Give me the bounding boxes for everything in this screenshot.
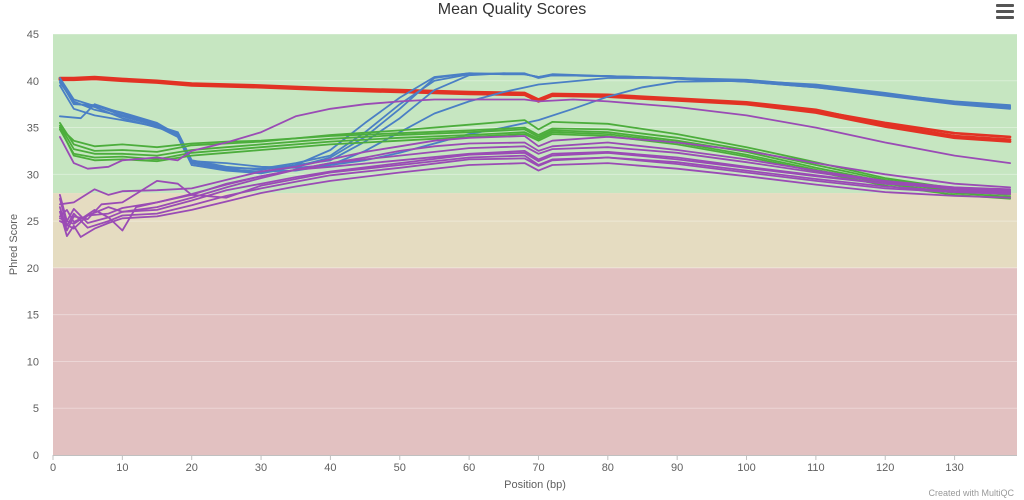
y-tick-label: 15 xyxy=(27,310,39,322)
y-tick-label: 45 xyxy=(27,29,39,41)
x-tick-label: 50 xyxy=(394,462,406,474)
y-axis-label: Phred Score xyxy=(8,214,20,275)
series-line-1 xyxy=(58,75,1012,141)
x-tick-label: 30 xyxy=(255,462,267,474)
quality-bands xyxy=(53,34,1017,455)
series-line-12 xyxy=(59,128,1011,198)
x-tick-label: 100 xyxy=(737,462,755,474)
series-line-22 xyxy=(59,145,1011,232)
credit-text: Created with MultiQC xyxy=(928,488,1014,498)
series-line-21 xyxy=(59,135,1011,206)
y-tick-label: 25 xyxy=(27,216,39,228)
chart-title: Mean Quality Scores xyxy=(437,1,587,18)
x-tick-label: 60 xyxy=(463,462,475,474)
series-line-19 xyxy=(59,154,1011,232)
axes: 0 5 10 15 20 25 30 35 40 45 0 10 20 30 40 50 60 70 80 90 100… xyxy=(8,29,1017,491)
x-tick-label: 110 xyxy=(807,462,825,474)
x-tick-label: 70 xyxy=(532,462,544,474)
series-line-18 xyxy=(59,150,1011,223)
series-line-20 xyxy=(59,141,1011,230)
series-line-17 xyxy=(59,162,1011,238)
series-line-15 xyxy=(59,151,1011,224)
x-axis-label: Position (bp) xyxy=(504,479,566,491)
x-tick-label: 130 xyxy=(945,462,963,474)
y-tick-label: 0 xyxy=(33,450,39,462)
series-line-14 xyxy=(59,98,1011,170)
x-tick-label: 120 xyxy=(876,462,894,474)
y-tick-label: 20 xyxy=(27,263,39,275)
hamburger-menu-icon[interactable] xyxy=(996,4,1014,20)
series-lines xyxy=(58,72,1012,238)
y-tick-label: 40 xyxy=(27,76,39,88)
x-tick-label: 10 xyxy=(116,462,128,474)
series-line-11 xyxy=(59,124,1011,196)
x-tick-label: 40 xyxy=(324,462,336,474)
series-line-16 xyxy=(59,156,1011,229)
y-tick-label: 5 xyxy=(33,403,39,415)
y-tick-label: 35 xyxy=(27,123,39,135)
series-line-10 xyxy=(59,119,1011,194)
x-tick-label: 20 xyxy=(186,462,198,474)
y-tick-label: 10 xyxy=(27,356,39,368)
quality-band-1 xyxy=(53,193,1017,268)
series-line-9 xyxy=(59,126,1011,194)
x-tick-label: 0 xyxy=(50,462,56,474)
x-tick-label: 80 xyxy=(602,462,614,474)
x-tick-label: 90 xyxy=(671,462,683,474)
y-tick-label: 30 xyxy=(27,169,39,181)
quality-band-2 xyxy=(53,267,1017,455)
